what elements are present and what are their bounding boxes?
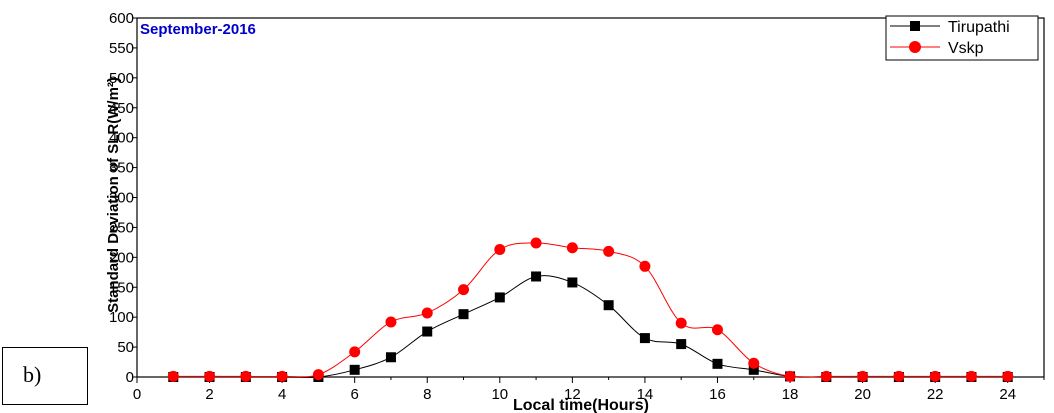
- data-point-vskp: [312, 369, 324, 381]
- data-point-tirupathi: [531, 271, 542, 282]
- data-point-vskp: [385, 316, 397, 328]
- data-point-tirupathi: [385, 352, 396, 363]
- chart-title: September-2016: [140, 21, 256, 38]
- x-tick-label: 16: [709, 386, 726, 403]
- plot-area: [136, 17, 1045, 378]
- data-point-vskp: [349, 346, 361, 358]
- series-layer: [167, 237, 1014, 382]
- data-point-tirupathi: [349, 364, 360, 375]
- data-point-vskp: [965, 370, 977, 382]
- y-tick-label: 200: [109, 249, 134, 266]
- data-point-vskp: [566, 242, 578, 254]
- data-point-vskp: [204, 370, 216, 382]
- x-tick-label: 20: [854, 386, 871, 403]
- data-point-tirupathi: [676, 339, 687, 350]
- y-tick-label: 500: [109, 70, 134, 87]
- legend: Tirupathi Vskp: [885, 15, 1039, 61]
- panel-label-box: b): [2, 347, 88, 405]
- y-tick-label: 50: [117, 339, 134, 356]
- data-point-tirupathi: [567, 277, 578, 288]
- data-point-vskp: [458, 284, 470, 296]
- data-point-vskp: [167, 370, 179, 382]
- legend-marker-tirupathi: [910, 21, 920, 31]
- data-point-vskp: [276, 370, 288, 382]
- x-axis-title: Local time(Hours): [513, 397, 649, 413]
- x-tick-label: 24: [999, 386, 1016, 403]
- data-point-tirupathi: [458, 309, 469, 320]
- y-tick-label: 400: [109, 130, 134, 147]
- legend-label-tirupathi: Tirupathi: [948, 19, 1010, 36]
- x-tick-label: 4: [278, 386, 286, 403]
- y-axis: 0 50 100 150 200 250 300 350 400 450 500 550 600: [109, 10, 137, 386]
- data-point-vskp: [639, 260, 651, 272]
- y-tick-label: 0: [126, 369, 134, 386]
- data-point-vskp: [893, 370, 905, 382]
- series-vskp: [167, 237, 1014, 382]
- y-tick-label: 250: [109, 219, 134, 236]
- data-point-vskp: [784, 370, 796, 382]
- y-tick-label: 550: [109, 40, 134, 57]
- x-tick-label: 22: [927, 386, 944, 403]
- x-tick-label: 0: [133, 386, 141, 403]
- x-tick-label: 10: [491, 386, 508, 403]
- data-point-vskp: [494, 244, 506, 256]
- y-tick-label: 300: [109, 190, 134, 207]
- data-point-vskp: [929, 370, 941, 382]
- data-point-tirupathi: [603, 300, 614, 311]
- data-point-tirupathi: [422, 326, 433, 337]
- panel-label: b): [23, 362, 42, 387]
- legend-marker-vskp: [909, 41, 921, 53]
- y-tick-label: 150: [109, 279, 134, 296]
- data-point-vskp: [675, 317, 687, 329]
- y-axis-title: Standard Deviation of SLR(W/m²): [105, 77, 122, 313]
- x-tick-label: 2: [205, 386, 213, 403]
- data-point-vskp: [820, 370, 832, 382]
- data-point-tirupathi: [712, 358, 723, 369]
- x-tick-label: 12: [564, 386, 581, 403]
- y-tick-label: 350: [109, 160, 134, 177]
- series-line-tirupathi: [173, 275, 1008, 379]
- x-tick-label: 8: [423, 386, 431, 403]
- data-point-vskp: [1002, 370, 1014, 382]
- data-point-vskp: [530, 237, 542, 249]
- data-point-vskp: [240, 370, 252, 382]
- data-point-vskp: [857, 370, 869, 382]
- x-tick-label: 14: [637, 386, 654, 403]
- data-point-tirupathi: [494, 292, 505, 303]
- data-point-tirupathi: [748, 364, 759, 375]
- x-tick-label: 6: [351, 386, 359, 403]
- y-tick-label: 600: [109, 10, 134, 27]
- x-tick-label: 18: [782, 386, 799, 403]
- series-tirupathi: [168, 271, 1013, 382]
- y-tick-label: 450: [109, 100, 134, 117]
- y-tick-label: 100: [109, 309, 134, 326]
- series-line-vskp: [173, 242, 1008, 378]
- data-point-tirupathi: [639, 333, 650, 344]
- data-point-vskp: [421, 307, 433, 319]
- legend-label-vskp: Vskp: [948, 40, 984, 57]
- data-point-vskp: [748, 357, 760, 369]
- x-axis: 0 2 4 6 8 10 12 14 16 18 20 22 24: [133, 377, 1045, 403]
- plot-frame: [136, 17, 1045, 378]
- data-point-vskp: [711, 324, 723, 336]
- data-point-vskp: [603, 245, 615, 257]
